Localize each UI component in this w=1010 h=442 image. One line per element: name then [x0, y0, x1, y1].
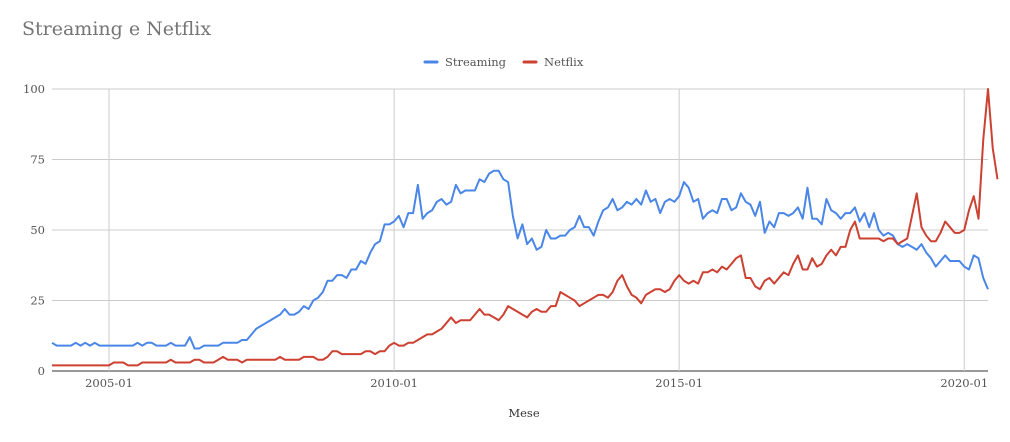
- x-tick-label: 2015-01: [655, 376, 703, 390]
- legend-label-netflix: Netflix: [544, 55, 584, 69]
- y-tick-label: 25: [30, 294, 45, 308]
- axes: 0 25 50 75 100 2005-01 2010-01 2015-01 2020-01 Me…: [23, 82, 988, 420]
- series-lines: [51, 88, 999, 367]
- chart-title: Streaming e Netflix: [22, 18, 212, 40]
- series-line-netflix: [52, 88, 999, 367]
- series-line-streaming: [51, 169, 989, 350]
- x-tick-label: 2020-01: [940, 376, 988, 390]
- x-tick-label: 2005-01: [85, 376, 133, 390]
- y-tick-label: 50: [30, 223, 45, 237]
- y-tick-label: 75: [30, 153, 45, 167]
- y-tick-label: 0: [38, 364, 45, 378]
- x-tick-label: 2010-01: [370, 376, 418, 390]
- legend: Streaming Netflix: [423, 55, 584, 69]
- legend-label-streaming: Streaming: [445, 55, 507, 69]
- x-axis-title: Mese: [508, 406, 539, 420]
- y-tick-label: 100: [23, 82, 45, 96]
